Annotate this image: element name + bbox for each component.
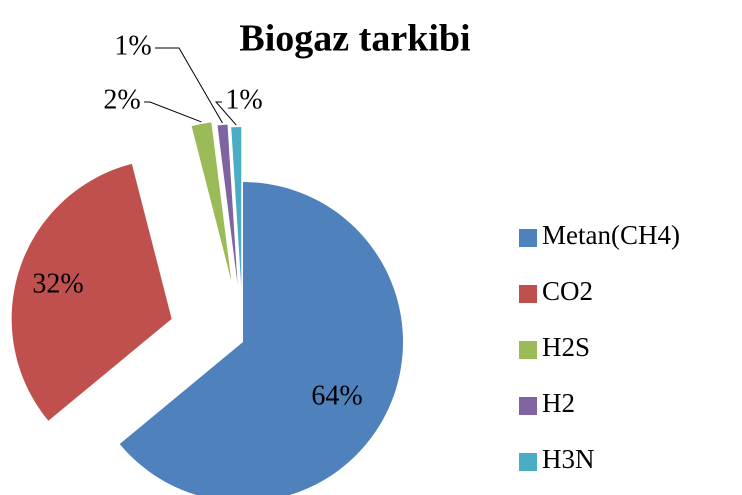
leader-line (155, 47, 223, 124)
data-label: 1% (225, 84, 262, 115)
legend-marker (519, 285, 537, 303)
data-label: 1% (114, 30, 151, 61)
legend-marker (519, 397, 537, 415)
pie-slice (217, 124, 238, 285)
pie-slice (231, 127, 242, 288)
legend-label: H3N (542, 444, 595, 474)
leader-line (144, 101, 202, 123)
data-label: 32% (32, 268, 83, 299)
data-label: 2% (103, 84, 140, 115)
data-label: 64% (311, 380, 362, 411)
legend-label: H2S (542, 332, 590, 362)
legend-marker (519, 453, 537, 471)
legend-marker (519, 229, 537, 247)
legend-label: Metan(CH4) (542, 220, 680, 250)
pie-slice (191, 122, 232, 282)
legend-marker (519, 341, 537, 359)
pie-slice (119, 182, 403, 495)
chart-title: Biogaz tarkibi (239, 18, 470, 60)
legend-label: CO2 (542, 276, 593, 306)
legend-label: H2 (542, 388, 575, 418)
leader-line (214, 101, 237, 126)
pie-slice (11, 163, 172, 421)
